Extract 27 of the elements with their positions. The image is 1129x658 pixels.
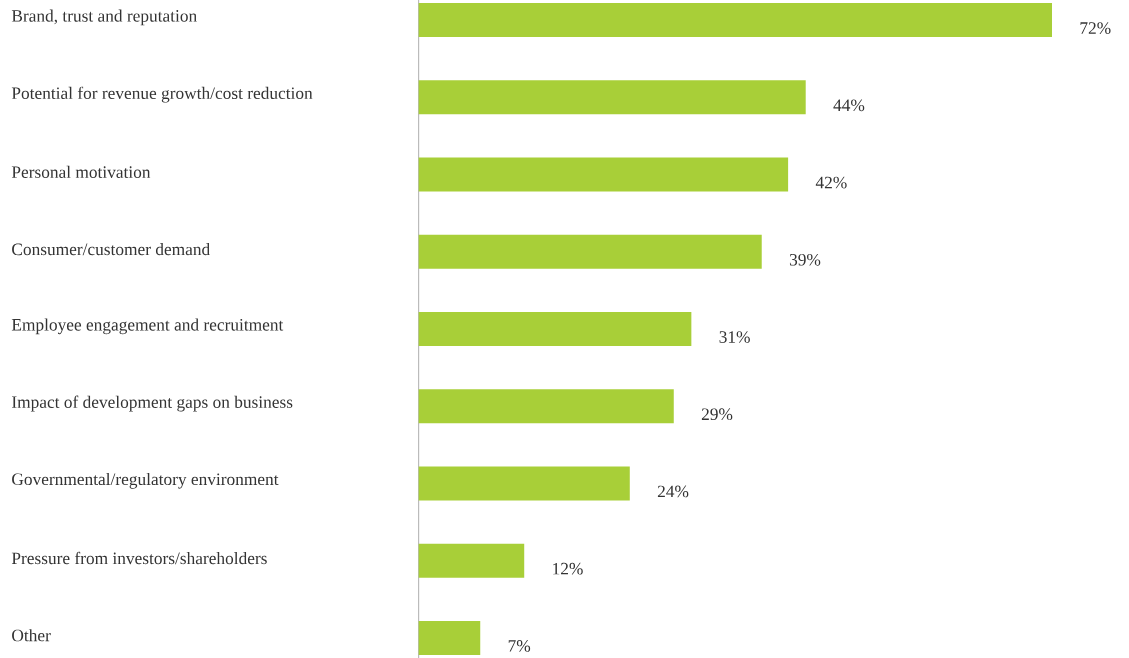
bar bbox=[418, 157, 789, 192]
data-label: 29% bbox=[701, 408, 733, 421]
bar bbox=[418, 620, 481, 655]
data-label: 42% bbox=[815, 176, 847, 189]
y-tick-label: Employee engagement and recruitment bbox=[11, 318, 284, 335]
bar bbox=[418, 234, 762, 269]
data-label: 72% bbox=[1080, 22, 1111, 34]
bar bbox=[418, 389, 674, 424]
data-label: 12% bbox=[553, 562, 583, 575]
y-tick-label: Pressure from investors/shareholders bbox=[11, 551, 267, 565]
y-tick-label: Potential for revenue growth/cost reduction bbox=[11, 86, 313, 103]
bar bbox=[418, 80, 806, 115]
data-label: 31% bbox=[719, 331, 750, 343]
data-label: 7% bbox=[508, 640, 531, 652]
y-tick-label: Personal motivation bbox=[11, 165, 151, 178]
data-label: 44% bbox=[833, 99, 865, 112]
bar bbox=[418, 312, 692, 346]
bar bbox=[418, 543, 525, 578]
y-tick-label: Impact of development gaps on business bbox=[12, 395, 293, 412]
data-label: 24% bbox=[657, 485, 689, 498]
bar bbox=[418, 3, 1053, 38]
y-tick-label: Governmental/regulatory environment bbox=[12, 472, 279, 489]
y-tick-label: Other bbox=[12, 629, 51, 642]
y-tick-label: Consumer/customer demand bbox=[12, 243, 210, 256]
data-label: 39% bbox=[789, 253, 821, 266]
y-tick-label: Brand, trust and reputation bbox=[11, 9, 197, 26]
bar bbox=[418, 466, 630, 501]
